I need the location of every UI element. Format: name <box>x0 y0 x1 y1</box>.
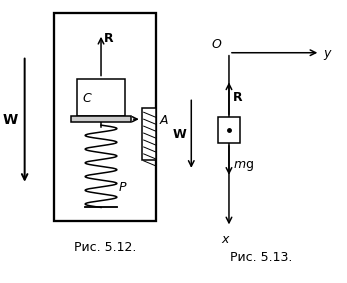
Text: W: W <box>172 128 186 141</box>
Text: W: W <box>2 113 18 127</box>
Text: C: C <box>83 92 92 105</box>
Text: Рис. 5.13.: Рис. 5.13. <box>229 251 292 264</box>
Text: O: O <box>211 38 221 51</box>
Text: $\mathit{m}$g: $\mathit{m}$g <box>233 159 254 173</box>
Text: x: x <box>221 233 229 246</box>
Text: R: R <box>233 91 243 104</box>
Bar <box>218 117 240 143</box>
Bar <box>77 78 125 116</box>
Text: Рис. 5.12.: Рис. 5.12. <box>74 241 136 254</box>
Text: A: A <box>160 114 168 127</box>
Bar <box>142 108 155 160</box>
Text: P: P <box>119 181 126 194</box>
Bar <box>71 116 131 122</box>
Text: y: y <box>323 47 331 60</box>
Text: R: R <box>104 32 113 45</box>
Bar <box>54 13 155 221</box>
